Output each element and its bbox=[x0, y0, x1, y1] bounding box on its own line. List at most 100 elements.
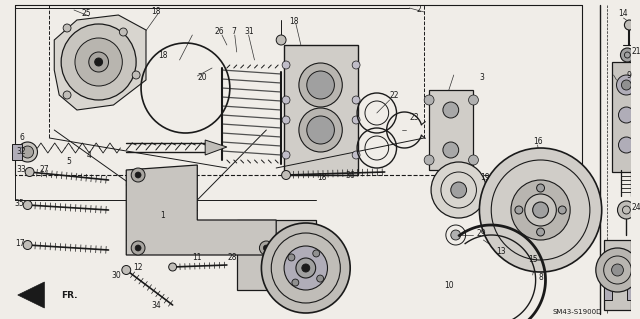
Circle shape bbox=[282, 61, 290, 69]
Circle shape bbox=[424, 155, 434, 165]
Text: 18: 18 bbox=[289, 18, 299, 26]
Circle shape bbox=[313, 250, 320, 257]
Bar bbox=[284, 45, 358, 175]
Circle shape bbox=[558, 206, 566, 214]
Circle shape bbox=[18, 142, 38, 162]
Text: 16: 16 bbox=[532, 137, 543, 146]
Circle shape bbox=[468, 155, 479, 165]
Bar bbox=[429, 90, 474, 170]
Text: 8: 8 bbox=[538, 273, 543, 283]
Circle shape bbox=[618, 137, 634, 153]
Text: 32: 32 bbox=[17, 147, 26, 157]
Text: 21: 21 bbox=[632, 48, 640, 56]
Circle shape bbox=[532, 202, 548, 218]
Circle shape bbox=[119, 28, 127, 36]
Circle shape bbox=[451, 182, 467, 198]
Bar bbox=[627, 280, 636, 300]
Text: 19: 19 bbox=[481, 174, 490, 182]
Circle shape bbox=[135, 245, 141, 251]
Circle shape bbox=[169, 263, 177, 271]
Circle shape bbox=[511, 180, 570, 240]
Polygon shape bbox=[126, 165, 276, 255]
Bar bbox=[237, 220, 316, 290]
Circle shape bbox=[25, 167, 34, 176]
Circle shape bbox=[89, 52, 109, 72]
Text: 26: 26 bbox=[214, 27, 224, 36]
Text: 12: 12 bbox=[133, 263, 143, 272]
Circle shape bbox=[451, 230, 461, 240]
Polygon shape bbox=[12, 144, 22, 160]
Circle shape bbox=[259, 241, 273, 255]
Text: 14: 14 bbox=[619, 10, 628, 19]
Text: 36: 36 bbox=[346, 170, 355, 180]
Circle shape bbox=[443, 142, 459, 158]
Text: 29: 29 bbox=[477, 229, 486, 239]
Circle shape bbox=[75, 38, 122, 86]
Circle shape bbox=[352, 151, 360, 159]
Text: 18: 18 bbox=[158, 50, 168, 60]
Circle shape bbox=[612, 264, 623, 276]
Text: 5: 5 bbox=[67, 158, 72, 167]
Circle shape bbox=[616, 75, 636, 95]
Circle shape bbox=[596, 248, 639, 292]
Text: 20: 20 bbox=[197, 73, 207, 83]
Text: 3: 3 bbox=[479, 73, 484, 83]
Circle shape bbox=[618, 107, 634, 123]
Circle shape bbox=[468, 95, 479, 105]
Circle shape bbox=[352, 116, 360, 124]
Text: FR.: FR. bbox=[61, 291, 77, 300]
Text: 2: 2 bbox=[417, 5, 422, 14]
Circle shape bbox=[63, 91, 71, 99]
Polygon shape bbox=[54, 15, 146, 110]
Circle shape bbox=[132, 71, 140, 79]
Circle shape bbox=[122, 265, 131, 275]
Circle shape bbox=[282, 151, 290, 159]
Circle shape bbox=[282, 96, 290, 104]
Text: 33: 33 bbox=[17, 166, 27, 174]
Bar bbox=[153, 220, 252, 240]
Text: 18: 18 bbox=[151, 8, 161, 17]
Text: 10: 10 bbox=[444, 280, 454, 290]
Text: 31: 31 bbox=[244, 27, 254, 36]
Circle shape bbox=[625, 20, 634, 30]
Circle shape bbox=[443, 102, 459, 118]
Text: 1: 1 bbox=[161, 211, 165, 219]
Circle shape bbox=[307, 71, 334, 99]
Circle shape bbox=[618, 201, 636, 219]
Circle shape bbox=[284, 246, 328, 290]
Circle shape bbox=[288, 254, 295, 261]
Circle shape bbox=[282, 116, 290, 124]
Circle shape bbox=[23, 201, 32, 210]
Circle shape bbox=[479, 148, 602, 272]
Circle shape bbox=[61, 24, 136, 100]
Circle shape bbox=[536, 228, 545, 236]
Polygon shape bbox=[18, 282, 44, 308]
Circle shape bbox=[352, 61, 360, 69]
Circle shape bbox=[292, 279, 299, 286]
Text: 15: 15 bbox=[528, 256, 538, 264]
Text: 34: 34 bbox=[151, 300, 161, 309]
Polygon shape bbox=[205, 140, 227, 155]
Circle shape bbox=[95, 58, 102, 66]
Circle shape bbox=[135, 172, 141, 178]
Text: 13: 13 bbox=[496, 248, 506, 256]
Circle shape bbox=[307, 116, 334, 144]
Bar bbox=[604, 280, 612, 300]
Bar bbox=[612, 62, 640, 172]
Circle shape bbox=[621, 80, 631, 90]
Text: 22: 22 bbox=[390, 91, 399, 100]
Circle shape bbox=[299, 108, 342, 152]
Circle shape bbox=[431, 162, 486, 218]
Circle shape bbox=[261, 223, 350, 313]
Text: 28: 28 bbox=[227, 254, 237, 263]
Circle shape bbox=[352, 96, 360, 104]
Text: 7: 7 bbox=[231, 27, 236, 36]
Text: 24: 24 bbox=[632, 203, 640, 211]
Circle shape bbox=[22, 146, 33, 158]
Circle shape bbox=[23, 241, 32, 249]
Circle shape bbox=[63, 24, 71, 32]
Text: 27: 27 bbox=[40, 166, 49, 174]
Circle shape bbox=[302, 264, 310, 272]
Circle shape bbox=[536, 184, 545, 192]
Text: 4: 4 bbox=[86, 151, 92, 160]
